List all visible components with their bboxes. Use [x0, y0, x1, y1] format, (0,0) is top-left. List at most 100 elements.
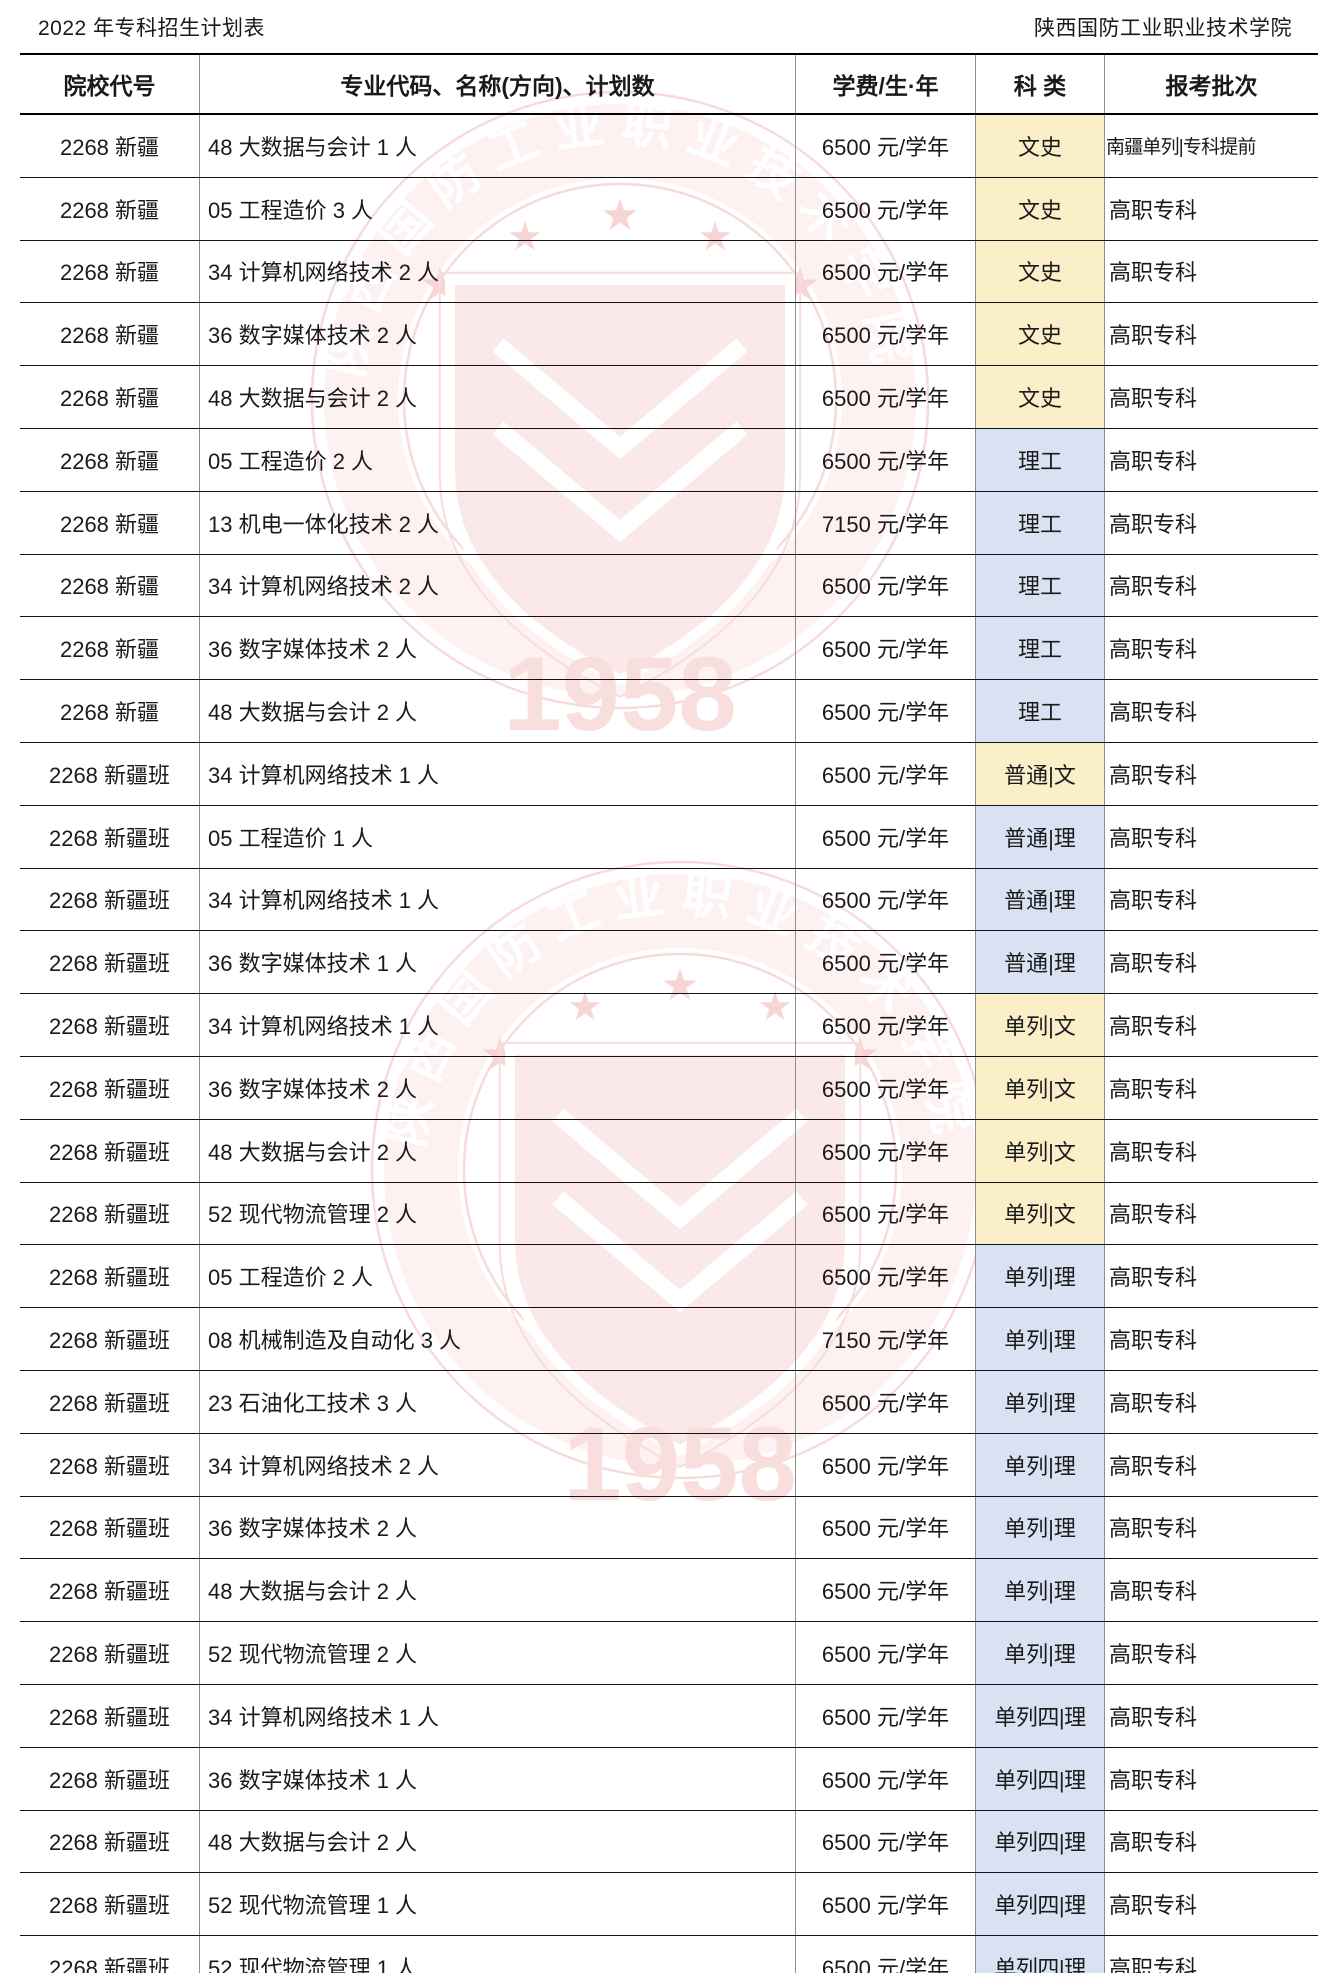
major-info-cell: 08 机械制造及自动化 3 人: [200, 1308, 796, 1370]
tuition-cell: 6500 元/学年: [796, 428, 976, 491]
category-cell: 单列|文: [976, 1182, 1105, 1245]
tuition-cell: 6500 元/学年: [796, 1056, 976, 1119]
tuition-cell: 6500 元/学年: [796, 617, 976, 680]
table-row: 2268 新疆班 08 机械制造及自动化 3 人 7150 元/学年 单列|理 高职专科: [20, 1308, 1318, 1371]
category-cell: 单列|文: [976, 994, 1105, 1056]
college-code-cell: 2268 新疆班: [20, 1370, 200, 1433]
major-info-cell: 34 计算机网络技术 1 人: [200, 868, 796, 931]
category-cell: 理工: [976, 680, 1105, 742]
category-cell: 单列四|理: [976, 1873, 1105, 1936]
category-cell: 理工: [976, 617, 1105, 680]
batch-cell: 高职专科: [1109, 700, 1198, 726]
school-name: 陕西国防工业职业技术学院: [1034, 16, 1292, 40]
table-row: 2268 新疆 36 数字媒体技术 2 人 6500 元/学年 文史 高职专科: [20, 303, 1318, 367]
header-college-code: 院校代号: [20, 55, 200, 113]
batch-cell: 高职专科: [1109, 386, 1198, 412]
category-cell: 文史: [976, 177, 1105, 240]
tuition-cell: 7150 元/学年: [796, 491, 976, 554]
tuition-cell: 6500 元/学年: [796, 1622, 976, 1684]
batch-cell: 高职专科: [1109, 1893, 1198, 1919]
batch-cell: 高职专科: [1109, 1139, 1198, 1165]
category-cell: 单列|理: [976, 1308, 1105, 1370]
college-code-cell: 2268 新疆班: [20, 868, 200, 931]
tuition-cell: 6500 元/学年: [796, 303, 976, 366]
category-cell: 单列四|理: [976, 1810, 1105, 1873]
tuition-cell: 6500 元/学年: [796, 177, 976, 240]
major-info-cell: 48 大数据与会计 2 人: [200, 1119, 796, 1182]
college-code-cell: 2268 新疆: [20, 303, 200, 366]
category-cell: 文史: [976, 303, 1105, 366]
major-info-cell: 36 数字媒体技术 2 人: [200, 617, 796, 680]
major-info-cell: 52 现代物流管理 1 人: [200, 1936, 796, 1973]
header-batch: 报考批次: [1165, 73, 1258, 99]
major-info-cell: 36 数字媒体技术 2 人: [200, 1496, 796, 1559]
tuition-cell: 6500 元/学年: [796, 1370, 976, 1433]
batch-cell: 高职专科: [1109, 1202, 1198, 1228]
table-row: 2268 新疆班 34 计算机网络技术 1 人 6500 元/学年 普通|文 高职专科: [20, 742, 1318, 806]
table-row: 2268 新疆 48 大数据与会计 2 人 6500 元/学年 文史 高职专科: [20, 366, 1318, 429]
category-cell: 文史: [976, 366, 1105, 428]
college-code-cell: 2268 新疆班: [20, 1182, 200, 1245]
college-code-cell: 2268 新疆班: [20, 1119, 200, 1182]
category-cell: 单列|理: [976, 1622, 1105, 1684]
tuition-cell: 6500 元/学年: [796, 1245, 976, 1308]
table-row: 2268 新疆 36 数字媒体技术 2 人 6500 元/学年 理工 高职专科: [20, 617, 1318, 681]
tuition-cell: 6500 元/学年: [796, 1873, 976, 1936]
college-code-cell: 2268 新疆班: [20, 1622, 200, 1684]
category-cell: 单列|文: [976, 1119, 1105, 1182]
major-info-cell: 05 工程造价 3 人: [200, 177, 796, 240]
table-row: 2268 新疆班 52 现代物流管理 2 人 6500 元/学年 单列|理 高职专科: [20, 1622, 1318, 1685]
college-code-cell: 2268 新疆: [20, 491, 200, 554]
category-cell: 单列四|理: [976, 1936, 1105, 1973]
batch-cell: 高职专科: [1109, 888, 1198, 914]
tuition-cell: 6500 元/学年: [796, 1810, 976, 1873]
college-code-cell: 2268 新疆班: [20, 1873, 200, 1936]
batch-cell: 高职专科: [1109, 1704, 1198, 1730]
batch-cell: 高职专科: [1109, 448, 1198, 474]
college-code-cell: 2268 新疆班: [20, 1684, 200, 1747]
major-info-cell: 34 计算机网络技术 1 人: [200, 994, 796, 1056]
category-cell: 单列|理: [976, 1245, 1105, 1308]
enrollment-table: 院校代号 专业代码、名称(方向)、计划数 学费/生·年科 类 报考批次 2268 新疆…: [20, 53, 1318, 1973]
college-code-cell: 2268 新疆: [20, 680, 200, 742]
table-row: 2268 新疆班 52 现代物流管理 2 人 6500 元/学年 单列|文 高职专科: [20, 1182, 1318, 1246]
major-info-cell: 36 数字媒体技术 2 人: [200, 303, 796, 366]
table-row: 2268 新疆 34 计算机网络技术 2 人 6500 元/学年 理工 高职专科: [20, 554, 1318, 618]
batch-cell: 高职专科: [1109, 1516, 1198, 1542]
table-row: 2268 新疆班 36 数字媒体技术 1 人 6500 元/学年 单列四|理 高职专科: [20, 1747, 1318, 1811]
table-row: 2268 新疆班 34 计算机网络技术 1 人 6500 元/学年 普通|理 高职专科: [20, 868, 1318, 932]
batch-cell: 高职专科: [1109, 825, 1198, 851]
category-cell: 单列|文: [976, 1056, 1105, 1119]
major-info-cell: 48 大数据与会计 2 人: [200, 1559, 796, 1622]
category-cell: 普通|理: [976, 868, 1105, 931]
table-row: 2268 新疆班 05 工程造价 1 人 6500 元/学年 普通|理 高职专科: [20, 805, 1318, 869]
tuition-cell: 6500 元/学年: [796, 680, 976, 742]
college-code-cell: 2268 新疆: [20, 240, 200, 303]
category-cell: 单列|理: [976, 1496, 1105, 1559]
major-info-cell: 34 计算机网络技术 1 人: [200, 1684, 796, 1747]
table-row: 2268 新疆班 36 数字媒体技术 2 人 6500 元/学年 单列|理 高职专科: [20, 1496, 1318, 1560]
major-info-cell: 13 机电一体化技术 2 人: [200, 491, 796, 554]
college-code-cell: 2268 新疆: [20, 115, 200, 177]
table-header-row: 院校代号 专业代码、名称(方向)、计划数 学费/生·年科 类 报考批次: [20, 55, 1318, 115]
table-row: 2268 新疆班 52 现代物流管理 1 人 6500 元/学年 单列四|理 高职专科: [20, 1873, 1318, 1937]
category-cell: 单列|理: [976, 1559, 1105, 1622]
header-category: 科 类: [976, 55, 1105, 113]
category-cell: 普通|理: [976, 805, 1105, 868]
doc-title: 2022 年专科招生计划表: [38, 16, 266, 40]
major-info-cell: 36 数字媒体技术 1 人: [200, 931, 796, 994]
major-info-cell: 52 现代物流管理 2 人: [200, 1182, 796, 1245]
table-row: 2268 新疆班 48 大数据与会计 2 人 6500 元/学年 单列|文 高职专科: [20, 1119, 1318, 1183]
table-body: 2268 新疆 48 大数据与会计 1 人 6500 元/学年 文史 南疆单列|专科提前…: [20, 115, 1318, 1973]
tuition-cell: 6500 元/学年: [796, 1433, 976, 1496]
college-code-cell: 2268 新疆班: [20, 1056, 200, 1119]
major-info-cell: 23 石油化工技术 3 人: [200, 1370, 796, 1433]
table-row: 2268 新疆班 34 计算机网络技术 1 人 6500 元/学年 单列四|理 高职专科: [20, 1684, 1318, 1748]
category-cell: 单列|理: [976, 1433, 1105, 1496]
tuition-cell: 6500 元/学年: [796, 868, 976, 931]
tuition-cell: 6500 元/学年: [796, 742, 976, 805]
major-info-cell: 34 计算机网络技术 2 人: [200, 554, 796, 617]
tuition-cell: 6500 元/学年: [796, 240, 976, 303]
college-code-cell: 2268 新疆班: [20, 1308, 200, 1370]
batch-cell: 高职专科: [1109, 762, 1198, 788]
